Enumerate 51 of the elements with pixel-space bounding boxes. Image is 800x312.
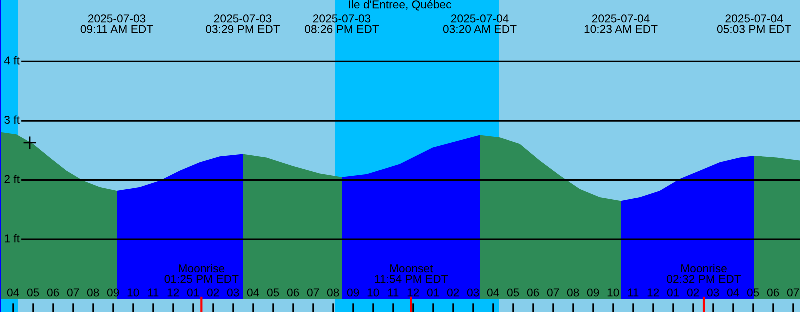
annotation: 2025-07-04 10:23 AM EDT xyxy=(584,14,658,34)
x-tick-label: 06 xyxy=(287,288,300,297)
x-tick-label: 06 xyxy=(767,288,780,297)
y-tick-label: 1 ft xyxy=(5,234,20,243)
x-tick-label: 05 xyxy=(267,288,280,297)
x-tick-label: 10 xyxy=(608,288,620,297)
chart-title: Ile d'Entree, Québec xyxy=(349,0,452,11)
x-tick-label: 01 xyxy=(187,288,200,297)
x-tick-label: 11 xyxy=(148,288,159,297)
x-tick-label: 09 xyxy=(347,288,360,297)
x-tick-label: 04 xyxy=(247,288,260,297)
x-tick-label: 08 xyxy=(567,288,580,297)
x-tick-label: 10 xyxy=(368,288,380,297)
y-tick-label: 3 ft xyxy=(4,116,20,124)
x-tick-label: 11 xyxy=(628,288,639,297)
ref-line-label: Moonset 11:54 PM EDT xyxy=(375,264,448,284)
x-tick-label: 07 xyxy=(787,288,800,297)
x-tick-label: 05 xyxy=(507,288,520,297)
x-tick-label: 12 xyxy=(408,288,420,297)
x-tick-label: 06 xyxy=(47,288,60,297)
x-tick-label: 02 xyxy=(207,288,220,297)
x-tick-label: 07 xyxy=(67,288,80,297)
annotation: 2025-07-03 03:29 PM EDT xyxy=(206,14,280,34)
annotation: 2025-07-04 05:03 PM EDT xyxy=(717,14,792,34)
x-tick-label: 07 xyxy=(307,288,320,297)
y-tick-label: 2 ft xyxy=(4,175,20,184)
x-tick-label: 01 xyxy=(427,288,440,297)
annotation: 2025-07-03 09:11 AM EDT xyxy=(80,14,154,34)
x-tick-label: 09 xyxy=(587,288,600,297)
x-tick-label: 06 xyxy=(527,288,540,297)
x-tick-label: 04 xyxy=(727,288,740,297)
x-tick-label: 01 xyxy=(667,288,680,297)
x-tick-label: 03 xyxy=(707,288,720,297)
x-tick-label: 04 xyxy=(487,288,500,297)
x-tick-label: 04 xyxy=(7,288,20,297)
x-tick-label: 05 xyxy=(27,288,40,297)
x-tick-label: 02 xyxy=(687,288,700,297)
x-tick-label: 07 xyxy=(547,288,560,297)
x-tick-label: 03 xyxy=(227,288,240,297)
x-tick-label: 10 xyxy=(128,288,140,297)
ref-line-label: Moonrise 02:32 PM EDT xyxy=(667,264,742,284)
x-tick-label: 03 xyxy=(467,288,480,297)
x-tick-label: 12 xyxy=(168,288,180,297)
annotation: 2025-07-03 08:26 PM EDT xyxy=(305,14,380,34)
ref-line-label: Moonrise 01:25 PM EDT xyxy=(164,264,239,284)
x-tick-label: 08 xyxy=(327,288,340,297)
x-tick-label: 02 xyxy=(447,288,460,297)
x-tick-label: 12 xyxy=(648,288,660,297)
x-tick-label: 11 xyxy=(388,288,399,297)
y-tick-label: 4 ft xyxy=(4,56,20,65)
x-tick-label: 08 xyxy=(87,288,100,297)
